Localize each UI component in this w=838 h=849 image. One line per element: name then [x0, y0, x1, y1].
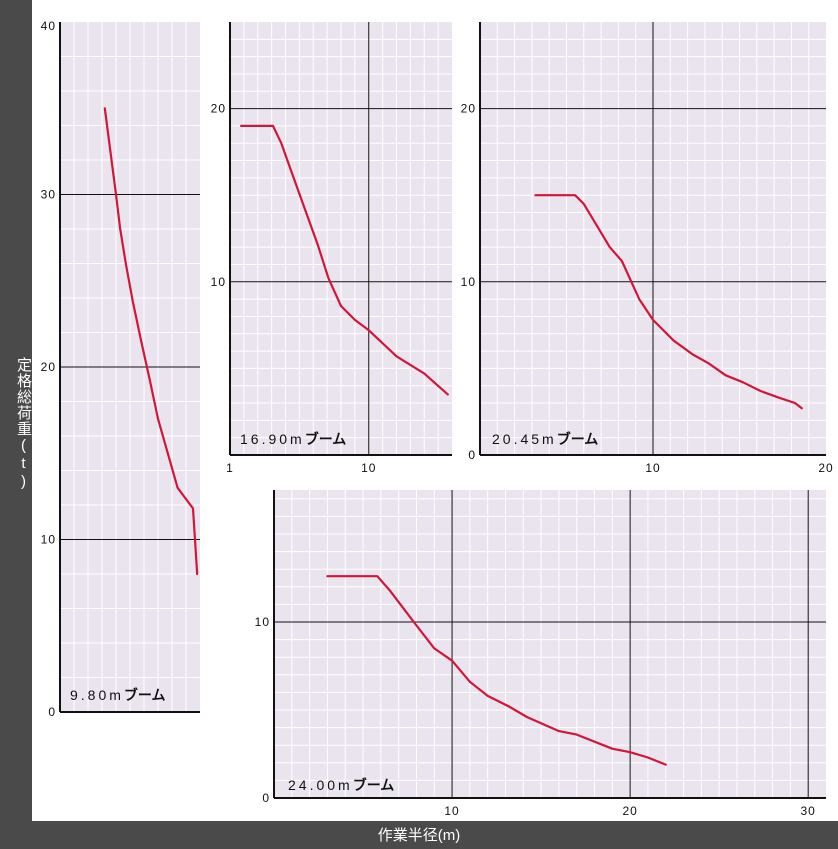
x-tick-label: 10 [444, 804, 459, 818]
y-tick-label: 10 [41, 533, 56, 547]
boom-length-value: 9.80m [70, 687, 124, 703]
y-tick-label: 10 [255, 615, 270, 629]
y-tick-label: 30 [41, 188, 56, 202]
boom-suffix: ブーム [124, 687, 166, 703]
chart-panel-1: 0 10 20 30 40 9.80mブーム [41, 19, 200, 719]
x-tick-label: 10 [361, 461, 376, 475]
boom-suffix: ブーム [557, 431, 599, 447]
x-axis-label-bar [0, 821, 838, 849]
plot-background [274, 490, 826, 798]
x-tick-label: 20 [818, 461, 833, 475]
load-curve-line [534, 194, 803, 410]
major-grid [60, 194, 200, 540]
major-grid [274, 490, 826, 798]
y-axis-label-bar [0, 0, 32, 849]
boom-length-label: 24.00mブーム [288, 777, 394, 793]
boom-length-label: 9.80mブーム [70, 687, 166, 703]
x-axis-label: 作業半径(m) [377, 827, 461, 844]
x-tick-label: 1 [226, 461, 234, 475]
y-tick-label: 10 [211, 275, 226, 289]
chart-panel-3: 0 10 20 10 20 20.45mブーム [461, 22, 833, 475]
x-tick-label: 20 [622, 804, 637, 818]
y-axis-label: 定格総荷重(t) [15, 357, 32, 491]
boom-suffix: ブーム [353, 777, 395, 793]
load-curve-line [326, 575, 667, 766]
chart-panel-4: 0 10 10 20 30 24.00mブーム [255, 490, 826, 818]
boom-suffix: ブーム [305, 431, 347, 447]
major-grid [480, 22, 826, 455]
x-tick-label: 30 [801, 804, 816, 818]
y-tick-label: 0 [468, 448, 476, 462]
major-grid [230, 22, 452, 455]
load-curve-line [103, 107, 199, 576]
boom-length-value: 16.90m [240, 431, 305, 447]
load-curve-line [240, 124, 449, 396]
y-tick-label: 20 [461, 102, 476, 116]
minor-grid [274, 490, 826, 798]
y-tick-label: 0 [48, 705, 56, 719]
chart-panel-2: 10 20 1 10 16.90mブーム [211, 22, 452, 475]
x-tick-label: 10 [645, 461, 660, 475]
boom-length-value: 24.00m [288, 777, 353, 793]
y-tick-label: 10 [461, 275, 476, 289]
boom-length-label: 16.90mブーム [240, 431, 346, 447]
minor-grid [230, 22, 452, 455]
y-tick-label: 20 [41, 360, 56, 374]
y-tick-label: 0 [262, 791, 270, 805]
boom-length-label: 20.45mブーム [492, 431, 598, 447]
y-tick-label: 20 [211, 102, 226, 116]
boom-length-value: 20.45m [492, 431, 557, 447]
y-tick-label: 40 [41, 19, 56, 33]
